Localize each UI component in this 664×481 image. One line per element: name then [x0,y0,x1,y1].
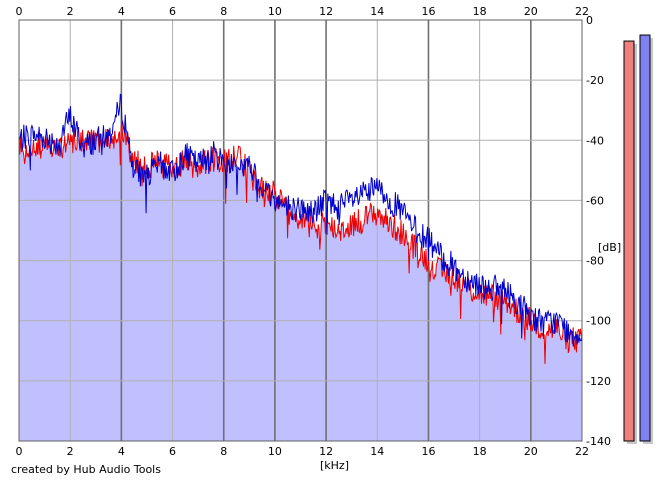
y-tick-label: -140 [586,435,611,448]
plot-frame [18,19,583,442]
x-tick-label-top: 12 [319,5,333,18]
x-tick-label-bottom: 4 [118,445,125,458]
x-tick-label-top: 22 [575,5,589,18]
series-line-red [18,120,583,364]
y-tick-label: -60 [586,194,604,207]
x-tick-label-top: 20 [524,5,538,18]
level-meter-right [639,34,651,442]
x-tick-label-bottom: 16 [421,445,435,458]
series-line-blue [18,93,583,347]
x-tick-label-bottom: 18 [473,445,487,458]
x-tick-label-top: 14 [370,5,384,18]
x-tick-label-bottom: 8 [220,445,227,458]
x-tick-label-bottom: 14 [370,445,384,458]
x-tick-labels-bottom: 0 2 4 6 8 10 12 14 16 18 20 22 [16,445,590,458]
x-tick-label-bottom: 12 [319,445,333,458]
x-tick-label-top: 10 [268,5,282,18]
plot-border [18,19,583,442]
x-tick-label-top: 16 [421,5,435,18]
x-tick-label-bottom: 2 [67,445,74,458]
x-tick-label-top: 18 [473,5,487,18]
y-tick-label: -20 [586,74,604,87]
x-axis-unit-label: [kHz] [320,459,349,472]
x-tick-label-bottom: 6 [169,445,176,458]
x-tick-label-top: 2 [67,5,74,18]
x-tick-label-bottom: 20 [524,445,538,458]
y-tick-label: -40 [586,134,604,147]
y-tick-label: -100 [586,315,611,328]
x-tick-labels-top: 0 2 4 6 8 10 12 14 16 18 20 22 [16,5,590,18]
y-tick-label: -80 [586,255,604,268]
y-tick-label: 0 [586,14,593,27]
x-tick-label-top: 8 [220,5,227,18]
x-tick-label-top: 0 [16,5,23,18]
x-tick-label-bottom: 10 [268,445,282,458]
x-tick-label-bottom: 22 [575,445,589,458]
level-meters [623,34,653,445]
level-meter-left [623,40,635,442]
series-layer [18,93,583,364]
x-tick-label-top: 4 [118,5,125,18]
x-tick-label-bottom: 0 [16,445,23,458]
credit-text: created by Hub Audio Tools [11,463,161,476]
y-tick-label: -120 [586,375,611,388]
y-axis-unit-label: [dB] [598,241,621,254]
x-tick-label-top: 6 [169,5,176,18]
y-tick-labels: 0 -20 -40 -60 -80 -100 -120 -140 [586,14,611,448]
